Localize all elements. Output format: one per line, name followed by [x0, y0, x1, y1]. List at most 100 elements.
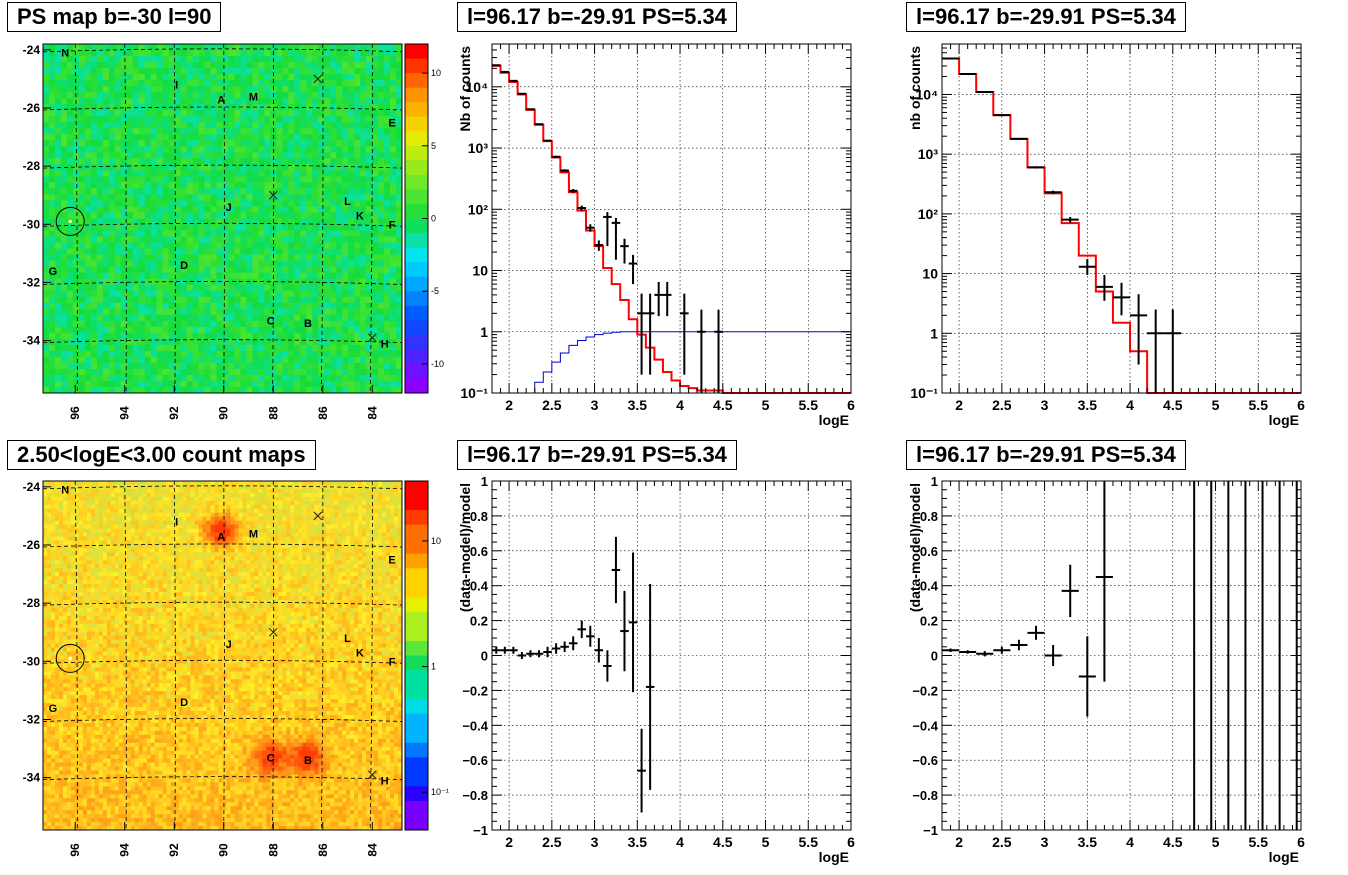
x-tick-label: 4.5 [1163, 397, 1183, 413]
spectrum-fine-series [492, 64, 851, 394]
y-tick-label: −0.2 [462, 683, 488, 698]
data-point [620, 590, 629, 672]
y-tick-label: −0.4 [912, 718, 938, 733]
parallel-line [42, 164, 403, 169]
meridian-line [223, 43, 225, 394]
source-label: E [388, 118, 395, 130]
source-label: I [175, 80, 178, 92]
residual-coarse-title: l=96.17 b=-29.91 PS=5.34 [906, 440, 1186, 470]
x-tick-label: 6 [1297, 834, 1305, 850]
ps-map-colorbar: 10 5 0 -5 -10 [404, 43, 444, 394]
circle-center [68, 656, 73, 661]
data-point [993, 646, 1011, 654]
colorbar-cell [405, 713, 428, 729]
data-point [637, 293, 646, 375]
data-point [603, 650, 612, 682]
data-point [1164, 309, 1182, 393]
y-tick-label: −0.8 [462, 788, 488, 803]
y-tick-label: -34 [23, 334, 41, 348]
colorbar-cell [405, 145, 428, 161]
y-tick-label: 10⁻¹ [460, 385, 488, 401]
y-tick-label: −0.6 [462, 753, 488, 768]
colorbar-cell [405, 510, 428, 526]
spectrum-coarse-plot-area [942, 44, 1301, 393]
source-label: J [226, 639, 232, 651]
residual-fine-plot-area [492, 481, 851, 830]
y-tick-label: 0.4 [920, 579, 939, 594]
colorbar-cell [405, 44, 428, 60]
data-point [577, 620, 587, 639]
x-axis-label: logE [1269, 849, 1299, 865]
parallel-line [42, 601, 403, 606]
x-tick-label: 4.5 [1163, 834, 1183, 850]
meridian-line [320, 43, 324, 394]
colorbar-cell [405, 481, 428, 497]
parallel-line [42, 281, 403, 285]
data-point [1078, 636, 1096, 717]
x-tick-label: 84 [365, 843, 379, 857]
y-tick-label: 10⁻¹ [910, 385, 938, 401]
y-tick-label: 1 [931, 474, 938, 489]
spectrum-coarse-title: l=96.17 b=-29.91 PS=5.34 [906, 2, 1186, 32]
colorbar-tick-label: 10 [431, 536, 441, 546]
source-label: D [180, 697, 188, 709]
colorbar-frame [404, 480, 429, 831]
x-tick-label: 3.5 [1078, 834, 1098, 850]
colorbar-cell [405, 363, 428, 379]
data-point [654, 281, 663, 317]
y-axis-label: Nb of counts [457, 46, 473, 132]
data-point [517, 92, 527, 95]
x-tick-label: 4 [1126, 397, 1134, 413]
x-cross-icon [313, 74, 323, 84]
count-map-panel: 96 94 92 90 88 86 84 -24 -26 -28 -30 -32 -34 N I A M E J LK… [23, 480, 449, 857]
x-tick-label: 5 [762, 397, 770, 413]
x-tick-label: 3 [591, 397, 599, 413]
meridian-line [74, 43, 78, 394]
colorbar-tick-label: 10⁻¹ [431, 787, 449, 797]
x-tick-label: 5.5 [1249, 397, 1269, 413]
residual-coarse-plot-area [942, 481, 1301, 830]
x-tick-label: 94 [118, 843, 132, 857]
x-axis-label: logE [819, 412, 849, 428]
ps-map-pixels [43, 44, 403, 394]
colorbar-cell [405, 87, 428, 103]
data-point [1078, 259, 1096, 275]
data-point [1044, 190, 1062, 195]
source-label: J [226, 202, 232, 214]
x-cross-icon [268, 627, 278, 637]
meridian-line [173, 43, 176, 394]
data-point [645, 583, 655, 790]
colorbar-tick-label: 1 [431, 662, 436, 672]
parallel-line [42, 339, 403, 344]
data-point [1112, 282, 1131, 316]
colorbar-tick-label: 5 [431, 141, 436, 151]
x-tick-label: 5.5 [1249, 834, 1269, 850]
data-point [942, 648, 960, 653]
data-point [1095, 274, 1113, 301]
source-label: H [381, 339, 389, 351]
y-tick-label: 10³ [918, 146, 939, 162]
x-tick-label: 4.5 [713, 397, 733, 413]
x-tick-label: 86 [316, 843, 330, 857]
colorbar-cell [405, 626, 428, 642]
data-point [1061, 564, 1079, 618]
x-tick-label: 4.5 [713, 834, 733, 850]
y-tick-label: 0.2 [470, 614, 488, 629]
y-tick-label: 1 [930, 325, 938, 341]
spectrum-coarse-y-ticks [942, 43, 1301, 394]
colorbar-cell [405, 262, 428, 278]
colorbar-cell [405, 539, 428, 555]
y-tick-label: -28 [23, 159, 41, 173]
colorbar-cell [405, 640, 428, 656]
x-axis-label: logE [819, 849, 849, 865]
colorbar-cell [405, 116, 428, 132]
colorbar-cell [405, 597, 428, 613]
colorbar-tick-label: 0 [431, 214, 436, 224]
source-label: N [61, 48, 69, 60]
ps-map-title: PS map b=-30 l=90 [7, 2, 222, 32]
circle-icon [55, 643, 85, 673]
data-point [560, 169, 569, 172]
